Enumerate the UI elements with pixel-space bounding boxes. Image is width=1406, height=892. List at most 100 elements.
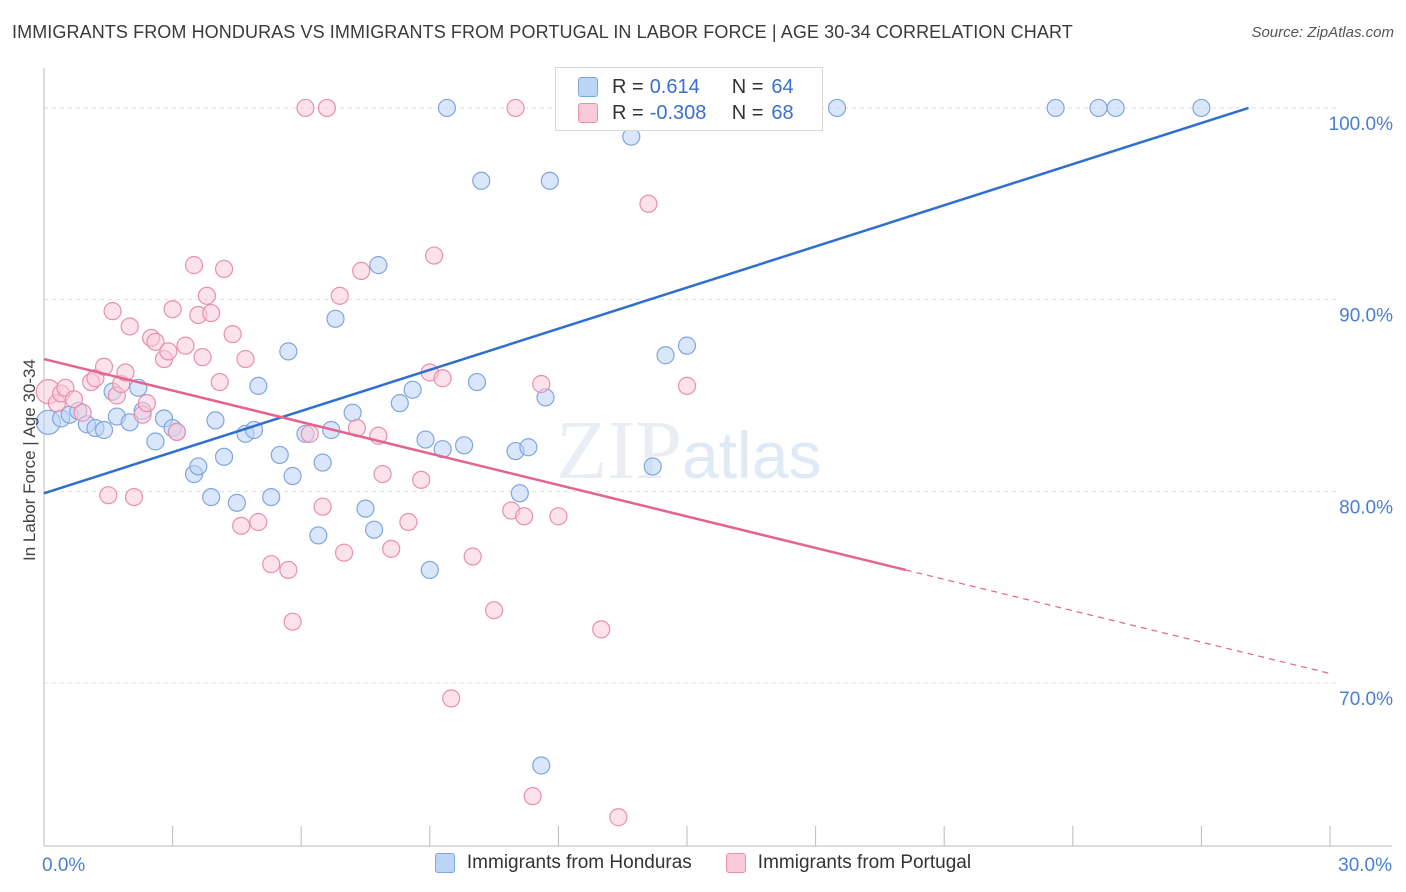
portugal-point (214, 259, 234, 279)
portugal-point (120, 317, 139, 336)
legend-item-honduras: Immigrants from Honduras (434, 852, 692, 874)
portugal-point (485, 601, 504, 620)
y-tick-label: 80.0% (1339, 497, 1393, 518)
portugal-point (532, 374, 551, 394)
honduras-point (313, 453, 332, 472)
portugal-point (279, 560, 298, 580)
portugal-point (99, 486, 118, 505)
honduras-point (270, 445, 289, 465)
portugal-point (442, 689, 461, 708)
y-tick-label: 90.0% (1339, 306, 1393, 327)
honduras-point (677, 336, 697, 355)
x-tick-label: 30.0% (1338, 855, 1392, 876)
legend-swatch-portugal (578, 103, 598, 123)
honduras-point (364, 520, 384, 539)
portugal-point (433, 369, 452, 388)
honduras-point (390, 394, 409, 413)
legend-swatch-honduras (578, 77, 598, 97)
portugal-point (609, 808, 628, 827)
legend-r-value: -0.308 (649, 101, 707, 124)
axis-labels: 70.0% 80.0% 90.0% 100.0% 0.0% 30.0% In Labor F… (20, 114, 1393, 876)
portugal-point (146, 332, 165, 351)
honduras-point (420, 560, 439, 580)
portugal-point (463, 547, 482, 566)
chart-title: IMMIGRANTS FROM HONDURAS VS IMMIGRANTS F… (12, 22, 1073, 42)
honduras-point (403, 380, 422, 399)
honduras-point (1106, 98, 1125, 118)
honduras-point (643, 457, 662, 476)
honduras-point (416, 430, 435, 449)
portugal-point (399, 512, 418, 532)
correlation-legend: R = 0.614 N = 64 R = -0.308 N = 68 (555, 67, 823, 131)
honduras-point (1046, 98, 1065, 118)
portugal-point (523, 787, 542, 806)
legend-n-label: N = (731, 101, 764, 124)
honduras-point (326, 309, 345, 328)
honduras-point (214, 447, 234, 466)
y-axis-title: In Labor Force | Age 30-34 (20, 359, 39, 561)
portugal-point (639, 194, 658, 213)
honduras-point (249, 376, 268, 396)
series-honduras (35, 98, 1211, 775)
portugal-point (193, 348, 212, 367)
legend-item-portugal: Immigrants from Portugal (725, 852, 972, 874)
portugal-point (677, 376, 697, 396)
trend-line-portugal-extension (905, 569, 1331, 675)
honduras-point (437, 98, 457, 118)
legend-swatch-honduras (434, 853, 455, 873)
legend-r-value: 0.614 (649, 75, 700, 98)
honduras-point (532, 756, 551, 775)
portugal-point (64, 390, 84, 409)
portugal-point (549, 507, 568, 526)
honduras-point (94, 420, 114, 440)
honduras-point (1089, 98, 1108, 118)
portugal-point (373, 464, 392, 484)
legend-row-portugal: R = -0.308 N = 68 (578, 100, 794, 126)
portugal-point (317, 98, 337, 118)
portugal-point (300, 424, 319, 443)
portugal-point (424, 246, 444, 265)
watermark: ZIPatlas (556, 402, 821, 499)
portugal-point (382, 539, 401, 558)
portugal-point (124, 487, 144, 507)
portugal-point (232, 516, 251, 535)
honduras-point (343, 403, 362, 422)
portugal-point (94, 357, 114, 376)
legend-swatch-portugal (725, 853, 746, 873)
honduras-point (827, 98, 847, 118)
honduras-point (262, 487, 281, 507)
honduras-point (279, 342, 298, 361)
series-portugal (35, 98, 697, 827)
legend-n-value: 68 (771, 101, 794, 124)
watermark-zip: ZIP (556, 404, 682, 497)
legend-n-value: 64 (771, 75, 794, 98)
legend-r-label: R = (612, 101, 644, 124)
honduras-point (206, 411, 225, 430)
honduras-point (540, 171, 559, 190)
legend-r-label: R = (612, 75, 644, 98)
honduras-point (146, 432, 165, 451)
portugal-point (103, 302, 122, 321)
portugal-point (330, 286, 349, 305)
portugal-point (73, 403, 92, 422)
portugal-point (159, 342, 178, 361)
legend-label-portugal: Immigrants from Portugal (757, 852, 972, 873)
portugal-point (412, 470, 431, 489)
portugal-point (223, 325, 242, 344)
portugal-point (202, 303, 221, 323)
honduras-point (369, 256, 388, 275)
source-credit: Source: ZipAtlas.com (1251, 24, 1394, 41)
honduras-point (472, 171, 491, 190)
x-tick-label: 0.0% (42, 855, 85, 876)
portugal-point (296, 98, 315, 118)
portugal-point (283, 612, 302, 631)
honduras-point (467, 372, 487, 392)
legend-row-honduras: R = 0.614 N = 64 (578, 74, 794, 100)
honduras-point (454, 436, 474, 455)
honduras-point (202, 487, 221, 507)
honduras-point (227, 493, 246, 512)
honduras-point (189, 457, 208, 476)
portugal-point (163, 300, 182, 319)
portugal-point (197, 286, 216, 305)
honduras-point (656, 346, 675, 365)
